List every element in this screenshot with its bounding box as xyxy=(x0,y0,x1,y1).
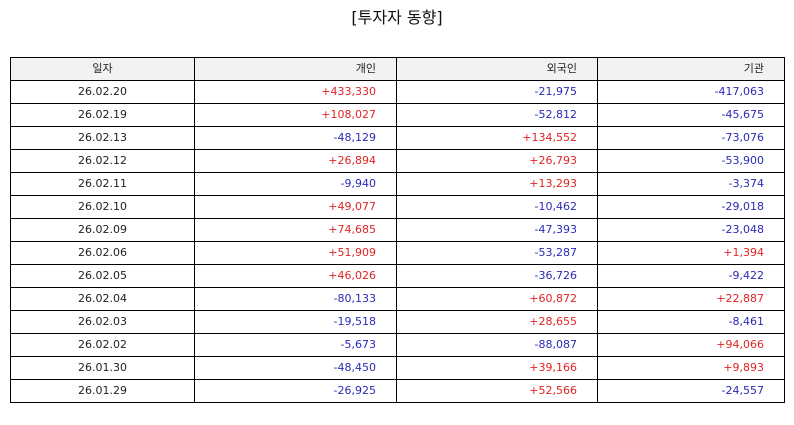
foreign-cell: +28,655 xyxy=(396,310,598,334)
date-cell: 26.02.03 xyxy=(10,310,195,334)
institution-cell: -53,900 xyxy=(597,149,785,173)
foreign-cell: -53,287 xyxy=(396,241,598,265)
date-cell: 26.01.30 xyxy=(10,356,195,380)
institution-cell: -417,063 xyxy=(597,80,785,104)
table-row: 26.02.09 +74,685 -47,393 -23,048 xyxy=(10,218,785,242)
page-title: [투자자 동향] xyxy=(351,8,443,27)
table-row: 26.02.10 +49,077 -10,462 -29,018 xyxy=(10,195,785,219)
foreign-cell: -21,975 xyxy=(396,80,598,104)
date-cell: 26.02.09 xyxy=(10,218,195,242)
table-row: 26.01.29 -26,925 +52,566 -24,557 xyxy=(10,379,785,403)
individual-cell: -5,673 xyxy=(194,333,397,357)
date-cell: 26.01.29 xyxy=(10,379,195,403)
individual-cell: +433,330 xyxy=(194,80,397,104)
date-cell: 26.02.04 xyxy=(10,287,195,311)
individual-cell: +49,077 xyxy=(194,195,397,219)
foreign-cell: -36,726 xyxy=(396,264,598,288)
institution-cell: -29,018 xyxy=(597,195,785,219)
date-cell: 26.02.06 xyxy=(10,241,195,265)
header-foreign: 외국인 xyxy=(396,57,598,81)
individual-cell: -19,518 xyxy=(194,310,397,334)
institution-cell: +94,066 xyxy=(597,333,785,357)
institution-cell: -23,048 xyxy=(597,218,785,242)
date-cell: 26.02.10 xyxy=(10,195,195,219)
date-cell: 26.02.12 xyxy=(10,149,195,173)
table-body: 26.02.20 +433,330 -21,975 -417,063 26.02.19 +… xyxy=(10,80,785,403)
table-row: 26.02.04 -80,133 +60,872 +22,887 xyxy=(10,287,785,311)
institution-cell: +22,887 xyxy=(597,287,785,311)
institution-cell: -3,374 xyxy=(597,172,785,196)
table-header-row: 일자 개인 외국인 기관 xyxy=(10,57,785,81)
individual-cell: +108,027 xyxy=(194,103,397,127)
foreign-cell: +39,166 xyxy=(396,356,598,380)
table-row: 26.01.30 -48,450 +39,166 +9,893 xyxy=(10,356,785,380)
table-row: 26.02.20 +433,330 -21,975 -417,063 xyxy=(10,80,785,104)
institution-cell: -9,422 xyxy=(597,264,785,288)
foreign-cell: +60,872 xyxy=(396,287,598,311)
date-cell: 26.02.19 xyxy=(10,103,195,127)
foreign-cell: -52,812 xyxy=(396,103,598,127)
individual-cell: -48,129 xyxy=(194,126,397,150)
header-date: 일자 xyxy=(10,57,195,81)
foreign-cell: +13,293 xyxy=(396,172,598,196)
foreign-cell: +52,566 xyxy=(396,379,598,403)
header-institution: 기관 xyxy=(597,57,785,81)
individual-cell: +51,909 xyxy=(194,241,397,265)
institution-cell: -24,557 xyxy=(597,379,785,403)
individual-cell: +74,685 xyxy=(194,218,397,242)
investor-trend-table: 일자 개인 외국인 기관 26.02.20 +433,330 -21,975 -417… xyxy=(10,57,785,403)
foreign-cell: +26,793 xyxy=(396,149,598,173)
foreign-cell: -10,462 xyxy=(396,195,598,219)
date-cell: 26.02.02 xyxy=(10,333,195,357)
table-row: 26.02.06 +51,909 -53,287 +1,394 xyxy=(10,241,785,265)
individual-cell: +26,894 xyxy=(194,149,397,173)
individual-cell: -9,940 xyxy=(194,172,397,196)
date-cell: 26.02.11 xyxy=(10,172,195,196)
individual-cell: -48,450 xyxy=(194,356,397,380)
date-cell: 26.02.05 xyxy=(10,264,195,288)
date-cell: 26.02.20 xyxy=(10,80,195,104)
table-row: 26.02.03 -19,518 +28,655 -8,461 xyxy=(10,310,785,334)
foreign-cell: -47,393 xyxy=(396,218,598,242)
foreign-cell: +134,552 xyxy=(396,126,598,150)
table-row: 26.02.11 -9,940 +13,293 -3,374 xyxy=(10,172,785,196)
institution-cell: -73,076 xyxy=(597,126,785,150)
foreign-cell: -88,087 xyxy=(396,333,598,357)
institution-cell: -45,675 xyxy=(597,103,785,127)
header-individual: 개인 xyxy=(194,57,397,81)
table-row: 26.02.02 -5,673 -88,087 +94,066 xyxy=(10,333,785,357)
table-row: 26.02.13 -48,129 +134,552 -73,076 xyxy=(10,126,785,150)
institution-cell: +1,394 xyxy=(597,241,785,265)
table-row: 26.02.19 +108,027 -52,812 -45,675 xyxy=(10,103,785,127)
individual-cell: -26,925 xyxy=(194,379,397,403)
individual-cell: -80,133 xyxy=(194,287,397,311)
table-row: 26.02.12 +26,894 +26,793 -53,900 xyxy=(10,149,785,173)
table-row: 26.02.05 +46,026 -36,726 -9,422 xyxy=(10,264,785,288)
institution-cell: -8,461 xyxy=(597,310,785,334)
date-cell: 26.02.13 xyxy=(10,126,195,150)
institution-cell: +9,893 xyxy=(597,356,785,380)
individual-cell: +46,026 xyxy=(194,264,397,288)
